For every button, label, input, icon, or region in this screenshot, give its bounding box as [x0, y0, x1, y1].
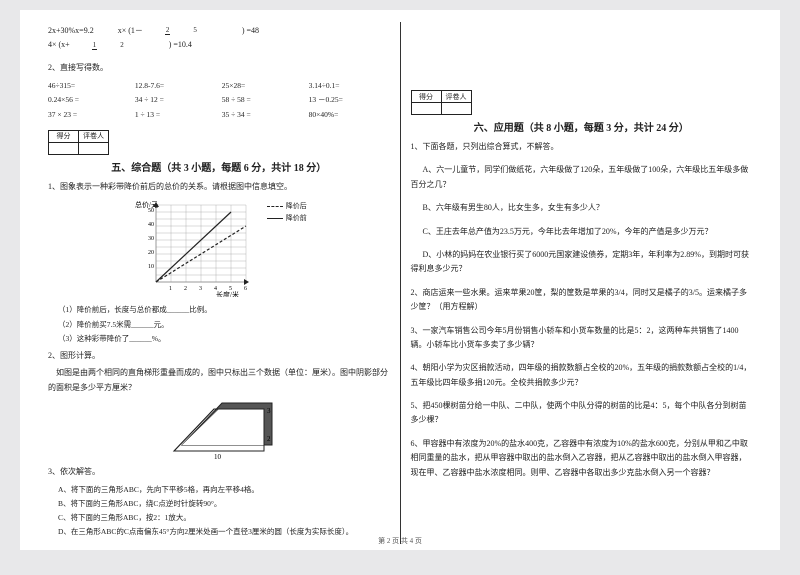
grader-label: 评卷人 — [79, 130, 109, 142]
grader-label: 评卷人 — [441, 91, 471, 103]
sub-2: （2）降价前买7.5米需______元。 — [58, 318, 390, 332]
shape-svg: 3 2 10 — [154, 399, 284, 459]
eq-a: 2x+30%x=9.2 — [48, 24, 94, 38]
score-label: 得分 — [49, 130, 79, 142]
q3: 3、一家汽车销售公司今年5月份销售小轿车和小货车数量的比是5：2，这两种车共销售… — [411, 324, 753, 353]
q2: 2、商店运来一些水果。运来苹果20筐，梨的筐数是苹果的3/4，同时又是橘子的3/… — [411, 286, 753, 315]
q1h: 1、下面各题，只列出综合算式，不解答。 — [411, 140, 753, 154]
cell: 46÷315= — [48, 79, 129, 93]
sub-1: （1）降价前后，长度与总价都成______比例。 — [58, 303, 390, 317]
exam-page: 2x+30%x=9.2 x× (1－25) =48 4× (x+12) =10.… — [20, 10, 780, 550]
svg-text:40: 40 — [148, 222, 154, 228]
cell: 12.8-7.6= — [135, 79, 216, 93]
svg-text:2: 2 — [184, 286, 187, 292]
s5-q2h: 2、图形计算。 — [48, 349, 390, 363]
chart-svg: 总价/元 5040302010 123456 长度/米 — [131, 197, 261, 297]
score-row-6: 得分评卷人 — [411, 90, 753, 115]
cell: 3.14÷0.1= — [309, 79, 390, 93]
section-6-title: 六、应用题（共 8 小题，每题 3 分，共计 24 分） — [411, 119, 753, 134]
eq-b: x× (1－25) =48 — [118, 24, 281, 38]
legend-after: 降价后 — [286, 201, 307, 211]
solid-icon — [267, 218, 283, 219]
q1b: B、六年级有男生80人，比女生多，女生有多少人？ — [411, 201, 753, 215]
sub-c: C、将下面的三角形ABC，按2：1放大。 — [58, 511, 390, 525]
q1a: A、六一儿童节，同学们做纸花，六年级做了120朵，五年级做了100朵，六年级比五… — [411, 163, 753, 192]
sub-3: （3）这种彩带降价了______%。 — [58, 332, 390, 346]
price-chart: 总价/元 5040302010 123456 长度/米 — [131, 197, 261, 299]
cell: 58 ÷ 58 = — [222, 93, 303, 107]
s5-q2t: 如图是由两个相同的直角梯形重叠而成的，图中只标出三个数据（单位：厘米）。图中阴影… — [48, 366, 390, 395]
q1d: D、小林的妈妈在农业银行买了6000元国家建设债券，定期3年，年利率为2.89%… — [411, 248, 753, 277]
cell: 80×40%= — [309, 108, 390, 122]
right-column: 得分评卷人 六、应用题（共 8 小题，每题 3 分，共计 24 分） 1、下面各… — [401, 22, 763, 544]
page-footer: 第 2 页 共 4 页 — [20, 536, 780, 546]
svg-text:2: 2 — [267, 435, 271, 443]
section-6-questions: 1、下面各题，只列出综合算式，不解答。 A、六一儿童节，同学们做纸花，六年级做了… — [411, 140, 753, 480]
s5q3-subs: A、将下面的三角形ABC，先向下平移5格，再向左平移4格。 B、将下面的三角形A… — [58, 483, 390, 540]
s5q1-subs: （1）降价前后，长度与总价都成______比例。 （2）降价前买7.5米需___… — [58, 303, 390, 346]
section-5-title: 五、综合题（共 3 小题，每题 6 分，共计 18 分） — [48, 159, 390, 174]
svg-text:3: 3 — [199, 286, 202, 292]
x-axis-label: 长度/米 — [216, 290, 239, 297]
cell: 34 ÷ 12 = — [135, 93, 216, 107]
chart-wrap: 总价/元 5040302010 123456 长度/米 降价后 降价前 — [48, 197, 390, 299]
legend-before: 降价前 — [286, 213, 307, 223]
svg-text:3: 3 — [267, 407, 271, 415]
svg-text:6: 6 — [244, 286, 247, 292]
svg-text:10: 10 — [148, 264, 154, 270]
svg-text:50: 50 — [148, 208, 154, 214]
s5-q1: 1、图象表示一种彩带降价前后的总价的关系。请根据图中信息填空。 — [48, 180, 390, 194]
score-label: 得分 — [411, 91, 441, 103]
svg-text:10: 10 — [214, 453, 222, 459]
q6: 6、甲容器中有浓度为20%的盐水400克，乙容器中有浓度为10%的盐水600克，… — [411, 437, 753, 480]
eq-c: 4× (x+12) =10.4 — [48, 38, 214, 52]
frac-1-2: 12 — [92, 42, 147, 50]
cell: 37 × 23 = — [48, 108, 129, 122]
cell: 25×28= — [222, 79, 303, 93]
svg-text:1: 1 — [169, 286, 172, 292]
equation-row: 2x+30%x=9.2 x× (1－25) =48 4× (x+12) =10.… — [48, 24, 390, 53]
cell: 35 ÷ 34 = — [222, 108, 303, 122]
q5: 5、把450棵树苗分给一中队、二中队，使两个中队分得的树苗的比是4：5，每个中队… — [411, 399, 753, 428]
trapezoid-figure: 3 2 10 — [48, 399, 390, 461]
sub-b: B、将下面的三角形ABC，绕C点逆时针旋转90°。 — [58, 497, 390, 511]
frac-2-5: 25 — [165, 27, 220, 35]
cell: 13 －0.25= — [309, 93, 390, 107]
chart-legend: 降价后 降价前 — [267, 201, 307, 225]
score-box: 得分评卷人 — [411, 90, 472, 115]
cell: 0.24×56 = — [48, 93, 129, 107]
q4: 4、朝阳小学为灾区捐款活动，四年级的捐款数额占全校的20%，五年级的捐款数额占全… — [411, 361, 753, 390]
sub-a: A、将下面的三角形ABC，先向下平移5格，再向左平移4格。 — [58, 483, 390, 497]
left-column: 2x+30%x=9.2 x× (1－25) =48 4× (x+12) =10.… — [38, 22, 401, 544]
dash-icon — [267, 206, 283, 207]
q1c: C、王庄去年总产值为23.5万元，今年比去年增加了20%，今年的产值是多少万元？ — [411, 225, 753, 239]
svg-text:30: 30 — [148, 236, 154, 242]
svg-text:20: 20 — [148, 250, 154, 256]
mental-math-grid: 46÷315= 12.8-7.6= 25×28= 3.14÷0.1= 0.24×… — [48, 79, 390, 122]
q2-heading: 2、直接写得数。 — [48, 61, 390, 75]
score-row-5: 得分评卷人 — [48, 130, 390, 155]
s5-q3h: 3、依次解答。 — [48, 465, 390, 479]
cell: 1 ÷ 13 = — [135, 108, 216, 122]
score-box: 得分评卷人 — [48, 130, 109, 155]
